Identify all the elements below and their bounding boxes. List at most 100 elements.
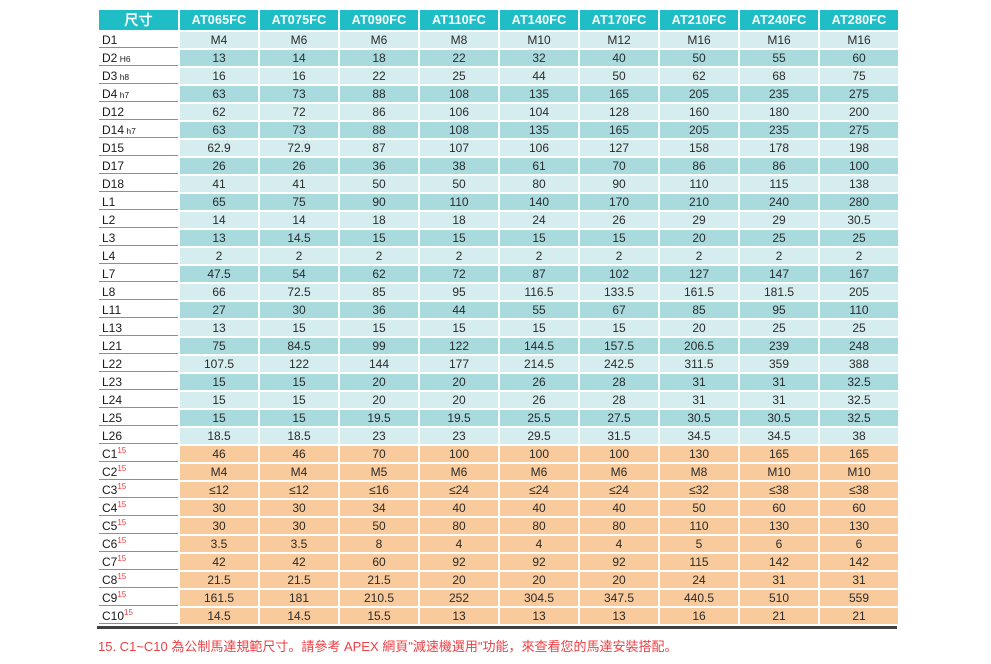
table-cell: 2 bbox=[340, 248, 418, 264]
table-cell: 30.5 bbox=[660, 410, 738, 426]
row-label: L1 bbox=[99, 194, 178, 210]
table-cell: 133.5 bbox=[580, 284, 658, 300]
table-cell: 127 bbox=[580, 140, 658, 156]
table-cell: 180 bbox=[740, 104, 818, 120]
table-cell: 122 bbox=[420, 338, 498, 354]
table-cell: 30.5 bbox=[820, 212, 898, 228]
row-label-text: D14 bbox=[102, 122, 125, 137]
table-cell: 32.5 bbox=[820, 392, 898, 408]
table-cell: 26 bbox=[500, 392, 578, 408]
table-cell: 160 bbox=[660, 104, 738, 120]
table-cell: ≤12 bbox=[260, 482, 338, 498]
row-label-text: D15 bbox=[102, 140, 125, 155]
table-cell: 31 bbox=[660, 392, 738, 408]
row-label-text: C4 bbox=[102, 500, 118, 515]
table-cell: 40 bbox=[420, 500, 498, 516]
table-row-c5: C515 30 30 50 80 80 80 110 130 130 bbox=[99, 518, 898, 534]
row-label: C915 bbox=[99, 590, 178, 606]
table-cell: 75 bbox=[820, 68, 898, 84]
table-cell: 42 bbox=[260, 554, 338, 570]
row-label-footnote-ref: 15 bbox=[117, 535, 127, 545]
table-cell: 15 bbox=[580, 230, 658, 246]
table-cell: 100 bbox=[820, 158, 898, 174]
table-cell: 181 bbox=[260, 590, 338, 606]
table-cell: 50 bbox=[580, 68, 658, 84]
table-cell: 135 bbox=[500, 86, 578, 102]
table-cell: 30 bbox=[180, 500, 258, 516]
table-cell: 21.5 bbox=[340, 572, 418, 588]
column-header-at065fc: AT065FC bbox=[180, 10, 258, 30]
table-cell: 15 bbox=[500, 320, 578, 336]
table-cell: 235 bbox=[740, 86, 818, 102]
row-label: L22 bbox=[99, 356, 178, 372]
table-cell: 165 bbox=[580, 122, 658, 138]
table-row-d1: D1 M4 M6 M6 M8 M10 M12 M16 M16 M16 bbox=[99, 32, 898, 48]
table-cell: 110 bbox=[820, 302, 898, 318]
table-cell: 70 bbox=[580, 158, 658, 174]
table-cell: 20 bbox=[420, 374, 498, 390]
table-cell: 87 bbox=[500, 266, 578, 282]
table-cell: ≤38 bbox=[820, 482, 898, 498]
table-cell: 510 bbox=[740, 590, 818, 606]
table-cell: 41 bbox=[260, 176, 338, 192]
table-cell: 20 bbox=[660, 230, 738, 246]
table-cell: 30 bbox=[260, 518, 338, 534]
table-cell: 110 bbox=[660, 518, 738, 534]
table-cell: 86 bbox=[340, 104, 418, 120]
table-cell: 18.5 bbox=[180, 428, 258, 444]
table-cell: 15.5 bbox=[340, 608, 418, 624]
row-label-text: D12 bbox=[102, 104, 125, 119]
table-cell: 15 bbox=[260, 410, 338, 426]
table-cell: 90 bbox=[340, 194, 418, 210]
table-cell: 359 bbox=[740, 356, 818, 372]
table-cell: 18 bbox=[340, 50, 418, 66]
table-cell: 34.5 bbox=[740, 428, 818, 444]
table-cell: M8 bbox=[420, 32, 498, 48]
table-cell: 130 bbox=[740, 518, 818, 534]
table-cell: 2 bbox=[500, 248, 578, 264]
table-cell: 95 bbox=[420, 284, 498, 300]
table-cell: 110 bbox=[660, 176, 738, 192]
table-row-l1: L1 65 75 90 110 140 170 210 240 280 bbox=[99, 194, 898, 210]
row-label: D15 bbox=[99, 140, 178, 156]
row-label-text: C1 bbox=[102, 446, 118, 461]
table-cell: 24 bbox=[500, 212, 578, 228]
table-cell: 47.5 bbox=[180, 266, 258, 282]
row-label: L2 bbox=[99, 212, 178, 228]
table-cell: 144.5 bbox=[500, 338, 578, 354]
table-cell: 34.5 bbox=[660, 428, 738, 444]
table-cell: 106 bbox=[420, 104, 498, 120]
row-label: C715 bbox=[99, 554, 178, 570]
row-label-text: C7 bbox=[102, 554, 118, 569]
table-cell: 16 bbox=[180, 68, 258, 84]
table-cell: 15 bbox=[180, 374, 258, 390]
row-label-footnote-ref: 15 bbox=[117, 517, 127, 527]
table-row-c9: C915 161.5 181 210.5 252 304.5 347.5 440.5 510 55… bbox=[99, 590, 898, 606]
row-label: D17 bbox=[99, 158, 178, 174]
table-cell: M10 bbox=[500, 32, 578, 48]
table-cell: 22 bbox=[420, 50, 498, 66]
table-cell: M10 bbox=[740, 464, 818, 480]
row-label-tolerance: h7 bbox=[117, 89, 130, 100]
table-cell: 55 bbox=[740, 50, 818, 66]
table-cell: 205 bbox=[660, 86, 738, 102]
table-cell: 20 bbox=[580, 572, 658, 588]
table-cell: 36 bbox=[340, 302, 418, 318]
table-cell: 100 bbox=[420, 446, 498, 462]
table-cell: 73 bbox=[260, 122, 338, 138]
table-cell: M6 bbox=[580, 464, 658, 480]
column-header-at140fc: AT140FC bbox=[500, 10, 578, 30]
table-cell: 108 bbox=[420, 86, 498, 102]
table-row-d14: D14 h7 63 73 88 108 135 165 205 235 275 bbox=[99, 122, 898, 138]
row-label-text: L3 bbox=[102, 230, 116, 245]
row-label-text: C5 bbox=[102, 518, 118, 533]
table-cell: 25 bbox=[820, 230, 898, 246]
column-header-at210fc: AT210FC bbox=[660, 10, 738, 30]
header-row: 尺寸 AT065FC AT075FC AT090FC AT110FC AT140FC AT… bbox=[99, 10, 898, 30]
table-row-l2: L2 14 14 18 18 24 26 29 29 30.5 bbox=[99, 212, 898, 228]
table-cell: 29 bbox=[660, 212, 738, 228]
row-label-footnote-ref: 15 bbox=[124, 607, 133, 617]
row-label-text: L26 bbox=[102, 428, 123, 443]
table-cell: 4 bbox=[500, 536, 578, 552]
table-cell: 158 bbox=[660, 140, 738, 156]
